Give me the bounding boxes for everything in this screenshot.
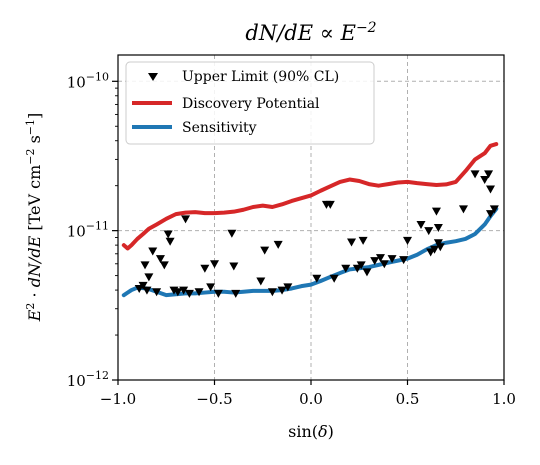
upper-limit-marker <box>347 238 357 247</box>
upper-limit-marker <box>435 243 445 252</box>
upper-limit-marker <box>431 207 441 216</box>
upper-limit-marker <box>325 200 335 209</box>
upper-limit-marker <box>362 268 372 277</box>
legend: Upper Limit (90% CL) Discovery Potential… <box>125 61 375 145</box>
upper-limit-marker <box>424 227 434 236</box>
upper-limit-marker <box>200 264 210 273</box>
x-axis-label: sin(δ) <box>288 422 334 441</box>
upper-limit-marker <box>358 236 368 245</box>
upper-limit-marker <box>430 245 440 254</box>
upper-limit-marker <box>356 261 366 270</box>
upper-limit-marker <box>231 289 241 298</box>
upper-limit-marker <box>489 205 499 214</box>
legend-label-upper-limit: Upper Limit (90% CL) <box>182 69 339 85</box>
upper-limit-marker <box>416 220 426 229</box>
upper-limit-marker <box>210 260 219 269</box>
upper-limit-marker <box>277 286 287 295</box>
y-tick-label: 10−11 <box>67 220 109 241</box>
legend-label-discovery: Discovery Potential <box>182 96 320 112</box>
upper-limit-marker <box>165 237 175 246</box>
discovery-potential-line <box>121 142 499 251</box>
legend-item-upper-limit: Upper Limit (90% CL) <box>148 69 339 85</box>
upper-limit-marker <box>379 260 389 269</box>
legend-marker-upper-limit <box>148 73 158 81</box>
upper-limit-marker <box>184 289 194 298</box>
upper-limit-marker <box>260 246 270 255</box>
y-axis-label: E2 · dN/dE [TeV cm−2 s−1] <box>24 113 44 323</box>
upper-limit-marker <box>329 274 339 283</box>
upper-limit-marker <box>142 286 152 295</box>
upper-limit-marker <box>227 229 237 238</box>
upper-limit-marker <box>163 230 173 239</box>
upper-limit-marker <box>370 257 380 266</box>
upper-limit-marker <box>138 281 148 290</box>
upper-limit-marker <box>403 236 412 245</box>
upper-limit-marker <box>273 240 283 249</box>
upper-limit-marker <box>387 255 397 264</box>
y-axis: 10−12 10−11 10−10 <box>67 70 118 390</box>
x-tick-label: 1.0 <box>492 390 516 408</box>
upper-limit-marker <box>206 283 216 292</box>
legend-item-discovery: Discovery Potential <box>132 96 320 112</box>
upper-limit-marker <box>375 254 385 263</box>
upper-limit-marker <box>341 264 351 273</box>
upper-limit-marker <box>229 262 239 271</box>
y-tick-label: 10−10 <box>67 70 109 91</box>
upper-limit-marker <box>485 210 495 219</box>
legend-item-sensitivity: Sensitivity <box>132 120 257 136</box>
upper-limit-marker <box>312 274 322 283</box>
x-tick-label: 0.0 <box>299 390 323 408</box>
upper-limit-marker <box>283 283 293 292</box>
x-axis: −1.0 −0.5 0.0 0.5 1.0 <box>100 380 516 408</box>
upper-limit-marker <box>213 289 223 298</box>
upper-limit-marker <box>173 288 183 297</box>
chart-title: dN/dE ∝ E−2 <box>245 20 376 45</box>
upper-limit-marker <box>144 273 154 282</box>
upper-limit-marker <box>148 247 158 256</box>
x-tick-label: 0.5 <box>396 390 420 408</box>
upper-limit-marker <box>267 288 277 297</box>
upper-limit-marker <box>485 185 495 194</box>
upper-limit-marker <box>194 288 204 297</box>
upper-limit-marker <box>484 170 494 179</box>
upper-limit-marker <box>458 205 468 214</box>
upper-limit-marker <box>433 223 443 232</box>
upper-limit-marker <box>155 255 165 264</box>
upper-limit-marker <box>433 239 443 248</box>
upper-limit-marker <box>352 264 362 273</box>
x-tick-label: −0.5 <box>196 390 232 408</box>
legend-label-sensitivity: Sensitivity <box>182 120 257 136</box>
upper-limit-marker <box>256 277 266 286</box>
upper-limit-marker <box>159 261 169 270</box>
upper-limit-marker <box>480 176 490 185</box>
x-tick-label: −1.0 <box>100 390 136 408</box>
upper-limit-marker <box>179 286 189 295</box>
upper-limit-marker <box>140 261 150 270</box>
upper-limit-marker <box>399 256 409 265</box>
upper-limit-marker <box>470 170 480 179</box>
upper-limit-marker <box>181 215 191 224</box>
y-tick-label: 10−12 <box>67 369 109 390</box>
upper-limit-markers <box>134 170 499 298</box>
upper-limit-marker <box>152 288 162 297</box>
legend-box <box>125 61 375 145</box>
